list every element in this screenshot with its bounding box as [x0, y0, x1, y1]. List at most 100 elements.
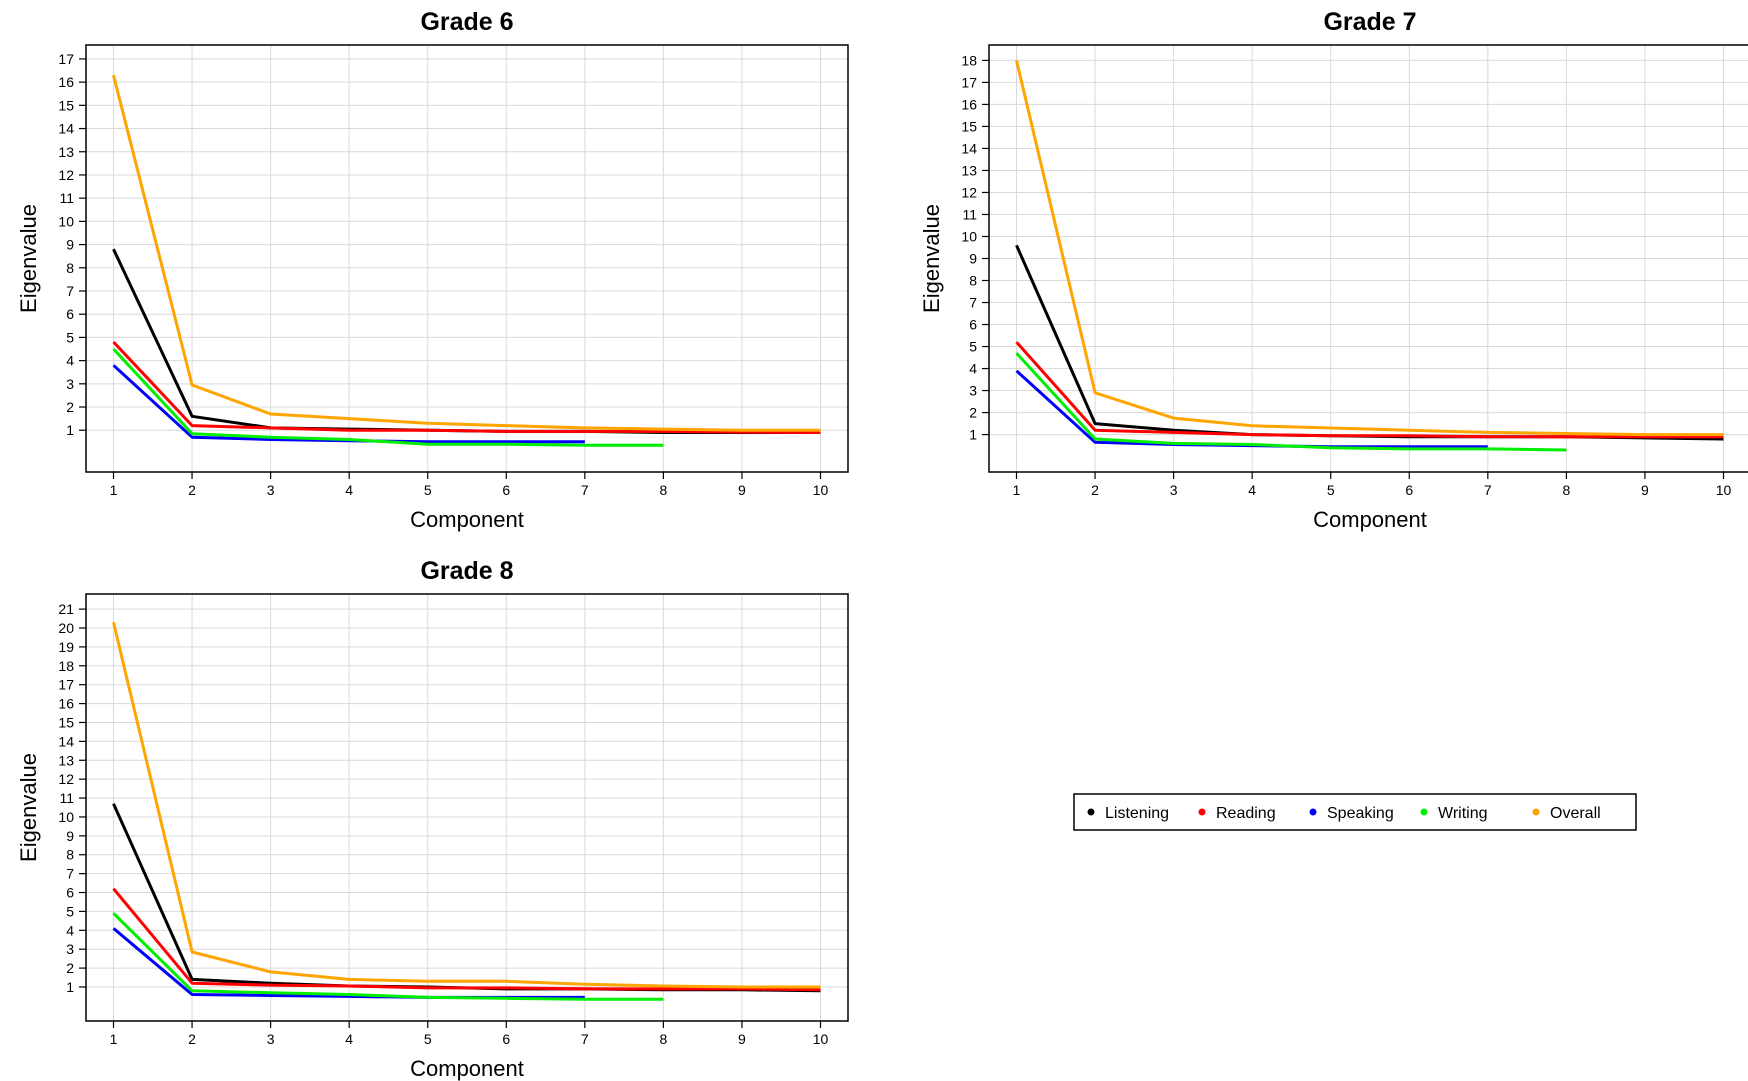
grade-7-y-tick-label-10: 10: [961, 228, 977, 244]
grade-7-y-tick-label-15: 15: [961, 118, 977, 134]
grade-8-x-tick-label-4: 4: [345, 1031, 353, 1047]
grade-6-y-tick-label-7: 7: [66, 283, 74, 299]
grade-6-plot-frame: [85, 44, 849, 473]
grade-8-panel: 1 2 3 4 5 6 7 8 9 1012345678910111213141516171819…: [16, 557, 849, 1081]
grade-8-y-tick-label-11: 11: [59, 790, 74, 806]
grade-7-y-tick-label-4: 4: [969, 361, 977, 377]
grade-7-title: Grade 7: [1323, 8, 1416, 36]
legend-label-listening: Listening: [1105, 805, 1169, 822]
grade-8-title: Grade 8: [420, 557, 513, 585]
grade-6-x-axis-label: Component: [410, 507, 524, 532]
grade-8-series-writing: [112, 912, 664, 1001]
grade-6-x-tick-label-7: 7: [581, 482, 589, 498]
legend-label-speaking: Speaking: [1327, 805, 1394, 822]
grade-7-y-tick-label-8: 8: [969, 273, 977, 289]
grade-7-y-tick-label-18: 18: [961, 52, 977, 68]
grade-6-series-writing: [112, 347, 664, 447]
legend-marker-overall: [1532, 808, 1540, 816]
grade-6-y-tick-label-17: 17: [58, 51, 74, 67]
grade-8-y-axis-label: Eigenvalue: [16, 753, 41, 862]
legend-label-overall: Overall: [1550, 805, 1601, 822]
grade-7-x-tick-label-10: 10: [1716, 482, 1732, 498]
grade-7-y-tick-label-2: 2: [969, 405, 977, 421]
grade-8-x-tick-label-8: 8: [659, 1031, 667, 1047]
legend-box: [1073, 793, 1637, 831]
grade-8-series-overall: [112, 621, 821, 989]
grade-6-y-tick-label-15: 15: [58, 97, 74, 113]
grade-7-panel: 1 2 3 4 5 6 7 8 9 10123456789101112131415161718Gr…: [919, 8, 1748, 532]
grade-6-y-tick-label-14: 14: [58, 121, 74, 137]
grade-7-y-tick-label-11: 11: [962, 206, 977, 222]
grade-6-x-tick-label-1: 1: [110, 482, 118, 498]
grade-6-series-overall: [112, 74, 821, 432]
grade-7-y-tick-label-6: 6: [969, 317, 977, 333]
grade-8-x-tick-label-2: 2: [188, 1031, 196, 1047]
grade-6-y-tick-label-16: 16: [58, 74, 74, 90]
grade-7-y-tick-label-14: 14: [961, 140, 977, 156]
grade-7-y-tick-label-16: 16: [961, 96, 977, 112]
grade-6-y-tick-label-1: 1: [66, 422, 74, 438]
grade-8-y-tick-label-10: 10: [58, 809, 74, 825]
grade-8-series-reading: [112, 887, 821, 992]
legend-label-reading: Reading: [1216, 805, 1276, 822]
grade-6-y-tick-label-2: 2: [66, 399, 74, 415]
grade-8-x-axis-label: Component: [410, 1056, 524, 1081]
grade-7-series-reading: [1015, 341, 1724, 439]
grade-8-y-tick-label-16: 16: [58, 696, 74, 712]
grade-6-y-tick-label-10: 10: [58, 213, 74, 229]
grade-7-x-tick-label-6: 6: [1405, 482, 1413, 498]
grade-8-y-tick-label-21: 21: [58, 601, 74, 617]
grade-8-y-tick-label-17: 17: [58, 677, 74, 693]
grade-6-y-tick-label-4: 4: [66, 353, 74, 369]
legend: Listening Reading Speaking Writing Overall: [1073, 793, 1637, 831]
grade-6-x-tick-label-3: 3: [267, 482, 275, 498]
grade-8-plot-frame: [85, 593, 849, 1022]
grade-7-y-tick-label-5: 5: [969, 339, 977, 355]
grade-7-x-tick-label-3: 3: [1170, 482, 1178, 498]
grade-8-y-tick-label-7: 7: [66, 866, 74, 882]
grade-7-y-tick-label-9: 9: [969, 251, 977, 267]
grade-8-x-tick-label-5: 5: [424, 1031, 432, 1047]
grade-8-y-tick-label-15: 15: [58, 714, 74, 730]
grade-6-x-tick-label-9: 9: [738, 482, 746, 498]
grade-8-y-tick-label-4: 4: [66, 922, 74, 938]
grade-7-x-tick-label-9: 9: [1641, 482, 1649, 498]
grade-6-x-tick-label-4: 4: [345, 482, 353, 498]
grade-7-y-tick-label-13: 13: [961, 162, 977, 178]
grade-6-y-tick-label-11: 11: [59, 190, 74, 206]
grade-8-y-tick-label-5: 5: [66, 903, 74, 919]
grade-6-x-tick-label-5: 5: [424, 482, 432, 498]
grade-8-y-tick-label-20: 20: [58, 620, 74, 636]
grade-7-x-tick-label-8: 8: [1562, 482, 1570, 498]
grade-6-series-listening: [112, 248, 821, 434]
grade-6-y-axis-label: Eigenvalue: [16, 204, 41, 313]
grade-7-series-listening: [1015, 244, 1724, 441]
grade-8-y-tick-label-6: 6: [66, 885, 74, 901]
grade-8-y-tick-label-13: 13: [58, 752, 74, 768]
legend-marker-speaking: [1309, 808, 1317, 816]
grade-6-title: Grade 6: [420, 8, 513, 36]
grade-7-y-tick-label-12: 12: [961, 184, 977, 200]
legend-marker-listening: [1087, 808, 1095, 816]
grade-8-x-tick-label-10: 10: [813, 1031, 829, 1047]
grade-7-x-tick-label-5: 5: [1327, 482, 1335, 498]
grade-6-x-tick-label-8: 8: [659, 482, 667, 498]
legend-marker-writing: [1420, 808, 1428, 816]
grade-6-x-tick-label-10: 10: [813, 482, 829, 498]
grade-8-y-tick-label-12: 12: [58, 771, 74, 787]
grade-7-y-axis-label: Eigenvalue: [919, 204, 944, 313]
grade-8-y-tick-label-9: 9: [66, 828, 74, 844]
grade-7-series-overall: [1015, 60, 1724, 437]
grade-6-y-tick-label-9: 9: [66, 237, 74, 253]
grade-8-y-tick-label-1: 1: [66, 979, 74, 995]
grade-6-x-tick-label-6: 6: [502, 482, 510, 498]
grade-6-series-reading: [112, 340, 821, 434]
grade-6-y-tick-label-8: 8: [66, 260, 74, 276]
grade-8-y-tick-label-8: 8: [66, 847, 74, 863]
grade-8-y-tick-label-18: 18: [58, 658, 74, 674]
grade-6-x-tick-label-2: 2: [188, 482, 196, 498]
grade-7-x-tick-label-2: 2: [1091, 482, 1099, 498]
grade-8-x-tick-label-1: 1: [110, 1031, 118, 1047]
grade-8-y-tick-label-2: 2: [66, 960, 74, 976]
